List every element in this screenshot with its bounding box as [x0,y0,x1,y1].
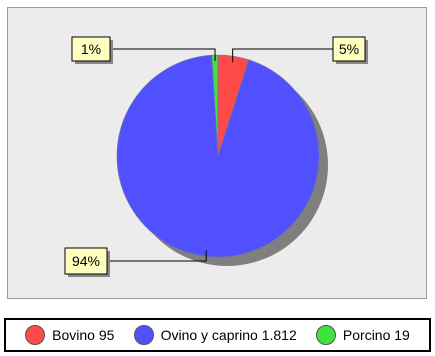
legend-entry-porcino: Porcino 19 [315,325,410,345]
percent-label: 1% [81,41,101,57]
legend-swatch [133,325,154,345]
callout-ovino-y-caprino: 94% [64,247,207,277]
callout-bovino: 5% [232,36,368,64]
legend-label: Porcino 19 [342,327,410,343]
callout-box [64,247,108,275]
legend-entry-bovino: Bovino 95 [25,325,114,345]
pie-slice-ovino-y-caprino [116,54,320,258]
legend-label: Bovino 95 [52,327,115,343]
callout-box [71,36,111,62]
legend-label: Ovino y caprino 1.812 [160,327,297,343]
legend-entry-ovino-y-caprino: Ovino y caprino 1.812 [133,325,297,345]
percent-label: 94% [72,253,100,269]
percent-label: 5% [339,41,359,57]
callout-line [232,48,333,63]
legend-swatch [315,325,336,345]
callout-line [107,250,207,262]
callout-porcino: 1% [71,36,216,64]
legend: Bovino 95 Ovino y caprino 1.812 Porcino 19 [4,318,431,352]
legend-swatch [25,325,46,345]
callout-box [332,36,366,62]
callout-line [110,48,216,62]
